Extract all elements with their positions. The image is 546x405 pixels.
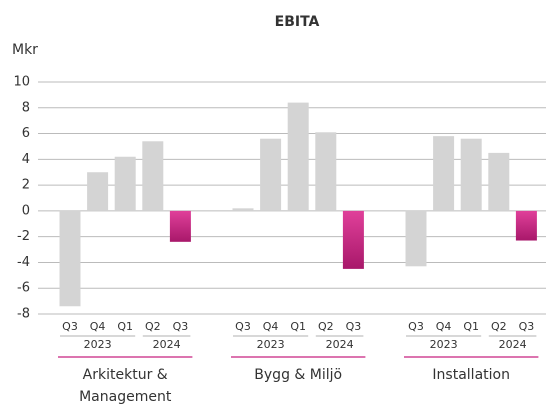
bar [488,152,510,211]
bar [315,132,337,211]
bar [433,136,455,211]
x-tick-label: Q3 [62,320,78,333]
x-tick-label: Q2 [491,320,507,333]
y-tick-label: 10 [13,75,30,90]
bar [232,208,254,211]
year-label: 2024 [499,338,527,351]
bar [342,210,364,269]
bar [59,210,81,307]
x-tick-label: Q2 [145,320,161,333]
group-label: Management [79,389,172,405]
y-tick-label: -6 [17,281,30,296]
bar [142,141,164,211]
x-tick-label: Q4 [263,320,279,333]
bar [114,156,136,211]
y-tick-label: 8 [22,100,30,115]
x-tick-label: Q1 [290,320,306,333]
bar [405,210,427,267]
x-tick-label: Q2 [318,320,334,333]
x-tick-label: Q1 [463,320,479,333]
x-tick-label: Q4 [90,320,106,333]
bar [287,102,309,211]
group-label: Bygg & Miljö [254,367,342,383]
bar [87,172,109,211]
x-tick-label: Q3 [519,320,535,333]
year-label: 2024 [153,338,181,351]
x-tick-label: Q3 [346,320,362,333]
y-tick-label: 2 [22,178,30,193]
bar [460,138,482,211]
chart-title: EBITA [275,14,320,30]
y-tick-label: -4 [17,255,30,270]
y-tick-label: 6 [22,126,30,141]
x-tick-label: Q4 [436,320,452,333]
x-tick-label: Q3 [408,320,424,333]
y-axis-label: Mkr [12,42,38,58]
group-label: Arkitektur & [83,367,168,383]
group-label: Installation [432,367,510,383]
y-tick-label: -2 [17,229,30,244]
y-tick-label: 4 [22,152,30,167]
x-tick-label: Q1 [117,320,133,333]
y-tick-label: 0 [22,203,30,218]
year-label: 2023 [257,338,285,351]
x-tick-label: Q3 [235,320,251,333]
bar [169,210,191,242]
year-label: 2023 [84,338,112,351]
bar [515,210,537,241]
year-label: 2024 [326,338,354,351]
year-label: 2023 [430,338,458,351]
y-tick-label: -8 [17,307,30,322]
bar [260,138,282,211]
x-tick-label: Q3 [173,320,189,333]
